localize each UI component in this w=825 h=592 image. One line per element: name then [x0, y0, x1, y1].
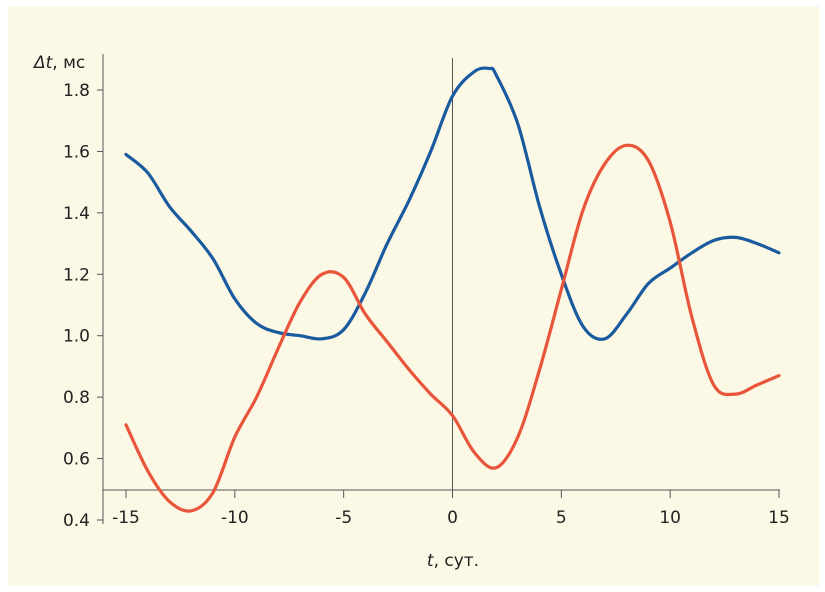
x-axis-unit: , сут. [434, 551, 480, 571]
x-tick-label: 15 [768, 508, 790, 528]
x-tick-label: -15 [112, 508, 140, 528]
line-chart: -15 -10 -5 0 5 10 15 0.40.60.81.01.21.41.61.8 … [8, 6, 819, 586]
y-axis-unit: , мс [52, 53, 85, 73]
x-tick-label: -10 [221, 508, 249, 528]
x-axis-label: t, сут. [427, 551, 479, 571]
x-tick-label: -5 [335, 508, 352, 528]
y-tick-label: 1.4 [63, 204, 90, 224]
x-tick-label: 5 [556, 508, 567, 528]
y-tick-label: 1.2 [63, 265, 90, 285]
y-tick-label: 1.0 [63, 327, 90, 347]
y-axis-label: Δt, мс [32, 53, 85, 73]
x-axis-ticks: -15 -10 -5 0 5 10 15 [112, 490, 790, 528]
y-tick-label: 1.8 [63, 81, 90, 101]
y-tick-label: 0.4 [63, 511, 90, 531]
x-tick-label: 10 [659, 508, 681, 528]
y-tick-label: 0.6 [63, 450, 90, 470]
chart-panel: -15 -10 -5 0 5 10 15 0.4 0.6 0.8 1.0 1.2 1.4 1.6 1.8 … [8, 6, 819, 586]
y-tick-label: 0.8 [63, 388, 90, 408]
y-axis-variable: Δt [32, 53, 54, 73]
y-axis-ticks: 0.4 0.6 0.8 1.0 1.2 1.4 1.6 1.8 [63, 81, 103, 531]
y-tick-label: 1.6 [63, 142, 90, 162]
x-tick-label: 0 [447, 508, 458, 528]
